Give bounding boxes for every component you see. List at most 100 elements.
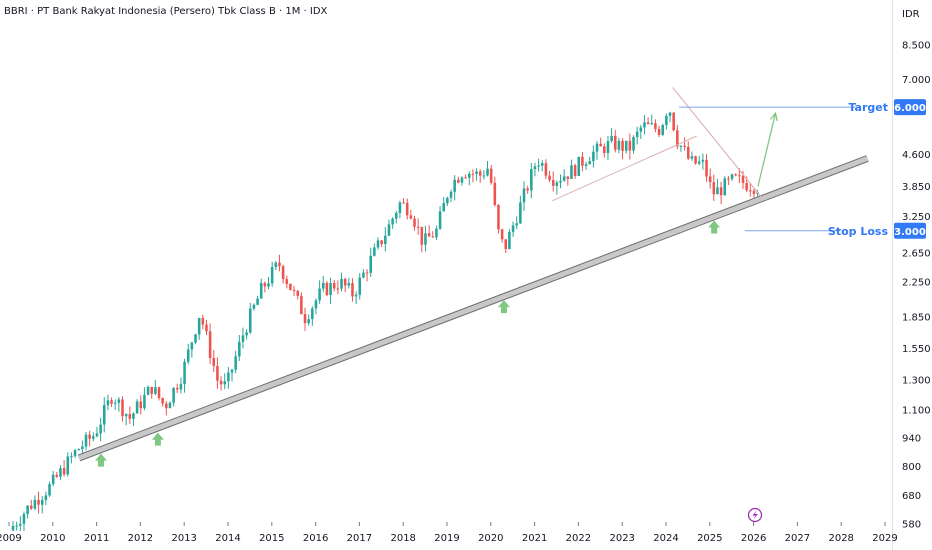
- candle-body: [26, 505, 29, 515]
- candle-body: [358, 277, 362, 295]
- candle-body: [11, 526, 15, 531]
- candle-body: [683, 145, 686, 147]
- candle-body: [300, 295, 303, 315]
- price-axis: 8.500 7.000 4.600 3.850 3.250 2.650 2.250 1.850…: [902, 41, 931, 531]
- candle-body: [497, 204, 500, 230]
- x-tick-label: 2012: [128, 533, 153, 544]
- candle-body: [387, 224, 391, 236]
- candle-body: [274, 262, 278, 267]
- candle-body: [442, 203, 445, 212]
- candle-body: [380, 240, 383, 245]
- candle-body: [537, 165, 540, 167]
- candle-body: [730, 174, 734, 180]
- y-tick-label: 2.250: [902, 278, 931, 289]
- candle-body: [278, 262, 281, 267]
- candle-body: [592, 151, 595, 162]
- candle-body: [727, 178, 730, 180]
- y-tick-label: 580: [902, 520, 921, 531]
- candle-body: [365, 272, 369, 274]
- candle-body: [303, 314, 307, 324]
- candle-body: [172, 387, 175, 403]
- candle-body: [321, 282, 325, 289]
- candle-body: [19, 523, 22, 526]
- candle-body: [416, 226, 420, 228]
- candle-body: [719, 187, 723, 196]
- candle-body: [150, 386, 153, 394]
- candle-body: [624, 140, 628, 151]
- candle-body: [37, 499, 40, 505]
- candle-body: [402, 202, 405, 204]
- candle-body: [369, 255, 372, 273]
- candle-body: [540, 163, 544, 166]
- candle-body: [646, 122, 650, 125]
- candle-body: [486, 168, 489, 176]
- candle-body: [610, 135, 613, 142]
- candle-body: [734, 174, 737, 176]
- x-tick-label: 2029: [872, 533, 897, 544]
- candle-body: [676, 130, 679, 147]
- candle-body: [121, 399, 124, 417]
- event-icon[interactable]: [747, 507, 763, 523]
- candle-body: [311, 308, 314, 320]
- candle-body: [526, 188, 529, 191]
- candle-body: [460, 177, 464, 183]
- x-tick-label: 2018: [390, 533, 415, 544]
- candle-body: [55, 474, 59, 477]
- candle-body: [584, 164, 588, 166]
- candle-body: [581, 156, 584, 166]
- candle-body: [650, 123, 654, 125]
- candle-body: [157, 387, 161, 398]
- x-tick-label: 2020: [478, 533, 503, 544]
- candle-body: [522, 188, 526, 203]
- candle-body: [212, 357, 216, 366]
- candle-body: [110, 400, 113, 404]
- candle-body: [248, 308, 252, 333]
- candle-body: [478, 171, 482, 176]
- price-axis-separator: [892, 0, 893, 550]
- candle-body: [690, 156, 694, 159]
- candle-body: [749, 190, 752, 192]
- candle-body: [712, 182, 716, 195]
- candle-body: [15, 525, 18, 527]
- candle-body: [168, 402, 172, 409]
- candle-body: [354, 294, 358, 297]
- candle-body: [672, 112, 675, 131]
- candle-body: [708, 176, 712, 183]
- x-tick-label: 2019: [434, 533, 459, 544]
- support-up-arrow: [151, 432, 164, 446]
- candle-body: [340, 278, 343, 289]
- chart-title: BBRI · PT Bank Rakyat Indonesia (Persero…: [4, 6, 328, 17]
- candle-body: [318, 288, 321, 301]
- candle-body: [376, 240, 380, 248]
- y-tick-label: 940: [902, 433, 921, 444]
- y-tick-label: 8.500: [902, 41, 931, 52]
- candle-body: [467, 173, 471, 178]
- candle-body: [59, 468, 62, 477]
- x-tick-label: 2022: [566, 533, 591, 544]
- support-up-arrow: [708, 220, 721, 234]
- candle-body: [475, 171, 478, 174]
- x-tick-label: 2015: [259, 533, 284, 544]
- candle-body: [464, 177, 467, 179]
- candle-body: [40, 500, 44, 505]
- y-tick-label: 7.000: [902, 75, 931, 86]
- candle-body: [81, 446, 84, 450]
- stop-loss-price-tag: [894, 222, 926, 239]
- support-up-arrow: [94, 453, 107, 467]
- support-up-arrow: [497, 300, 510, 314]
- candle-body: [95, 433, 99, 437]
- y-tick-label: 800: [902, 462, 921, 473]
- candle-body: [617, 140, 621, 150]
- x-tick-label: 2016: [303, 533, 328, 544]
- candle-body: [603, 146, 606, 154]
- candle-body: [668, 112, 672, 116]
- candle-body: [314, 300, 318, 309]
- candle-body: [562, 176, 566, 181]
- candle-body: [457, 179, 460, 183]
- candle-body: [241, 335, 245, 342]
- candle-body: [427, 233, 431, 237]
- y-tick-label: 1.300: [902, 376, 931, 387]
- candle-body: [245, 332, 248, 336]
- y-tick-label: 680: [902, 491, 921, 502]
